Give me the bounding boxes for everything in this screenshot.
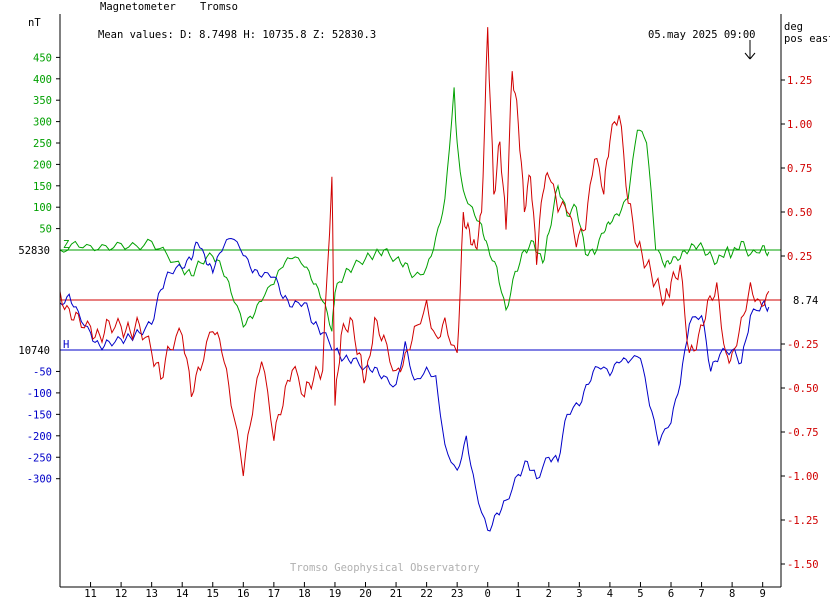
x-tick-label: 18 [298, 588, 311, 600]
x-tick-label: 7 [698, 588, 704, 600]
z-tick-label: 400 [33, 74, 52, 86]
instrument-label: Magnetometer [100, 1, 176, 13]
d-baseline-label: 8.74 [793, 295, 818, 307]
mean-values-label: Mean values: D: 8.7498 H: 10735.8 Z: 528… [98, 29, 376, 41]
h-tick-label: -50 [33, 366, 52, 378]
left-unit-label: nT [28, 17, 41, 29]
d-tick-label: -0.50 [787, 383, 819, 395]
footer-label: Tromso Geophysical Observatory [290, 562, 480, 574]
x-tick-label: 22 [420, 588, 433, 600]
h-tick-label: -250 [27, 452, 52, 464]
d-tick-label: 0.50 [787, 207, 812, 219]
baselines-layer: 52830 10740 8.74 Z H [18, 239, 818, 357]
d-tick-label: -1.50 [787, 559, 819, 571]
series-d-line [59, 27, 770, 477]
x-tick-label: 23 [451, 588, 464, 600]
d-tick-label: -0.25 [787, 339, 819, 351]
axes-layer: 11 12 13 14 15 16 17 18 19 20 21 22 23 0 1 2 3 4 5 6 7 8 94504… [27, 14, 819, 600]
z-tick-label: 100 [33, 202, 52, 214]
x-tick-label: 20 [359, 588, 372, 600]
x-tick-label: 4 [607, 588, 613, 600]
x-tick-label: 15 [206, 588, 219, 600]
z-baseline-label: 52830 [18, 245, 50, 257]
z-tick-label: 50 [39, 224, 52, 236]
right-unit-label-2: pos east [784, 33, 830, 45]
x-tick-label: 11 [84, 588, 97, 600]
z-tick-label: 250 [33, 138, 52, 150]
station-label: Tromso [200, 1, 238, 13]
d-tick-label: 1.00 [787, 119, 812, 131]
z-tick-label: 450 [33, 52, 52, 64]
right-unit-label-1: deg [784, 21, 803, 33]
h-tick-label: -100 [27, 388, 52, 400]
x-tick-label: 2 [546, 588, 552, 600]
z-tick-label: 200 [33, 159, 52, 171]
d-tick-label: -0.75 [787, 427, 819, 439]
x-tick-label: 14 [176, 588, 189, 600]
x-tick-label: 9 [760, 588, 766, 600]
h-tick-label: -300 [27, 474, 52, 486]
down-arrow-icon [744, 40, 756, 60]
x-tick-label: 6 [668, 588, 674, 600]
x-tick-label: 21 [390, 588, 403, 600]
x-tick-label: 8 [729, 588, 735, 600]
z-tick-label: 350 [33, 95, 52, 107]
d-tick-label: -1.00 [787, 471, 819, 483]
x-tick-label: 19 [329, 588, 342, 600]
h-tick-label: -200 [27, 431, 52, 443]
d-tick-label: 0.25 [787, 251, 812, 263]
d-tick-label: -1.25 [787, 515, 819, 527]
z-marker-label: Z [63, 239, 69, 251]
series-layer [59, 27, 770, 532]
x-tick-label: 5 [637, 588, 643, 600]
d-tick-label: 0.75 [787, 163, 812, 175]
x-tick-label: 1 [515, 588, 521, 600]
x-tick-label: 16 [237, 588, 250, 600]
timestamp-label: 05.may 2025 09:00 [648, 29, 755, 41]
x-tick-label: 3 [576, 588, 582, 600]
z-tick-label: 300 [33, 117, 52, 129]
d-tick-label: 1.25 [787, 75, 812, 87]
z-tick-label: 150 [33, 181, 52, 193]
x-tick-label: 13 [145, 588, 158, 600]
h-baseline-label: 10740 [18, 345, 50, 357]
h-marker-label: H [63, 339, 69, 351]
h-tick-label: -150 [27, 409, 52, 421]
x-tick-label: 0 [485, 588, 491, 600]
series-z-line [59, 87, 770, 332]
x-tick-label: 17 [268, 588, 281, 600]
x-tick-label: 12 [115, 588, 128, 600]
series-h-line [59, 237, 770, 532]
